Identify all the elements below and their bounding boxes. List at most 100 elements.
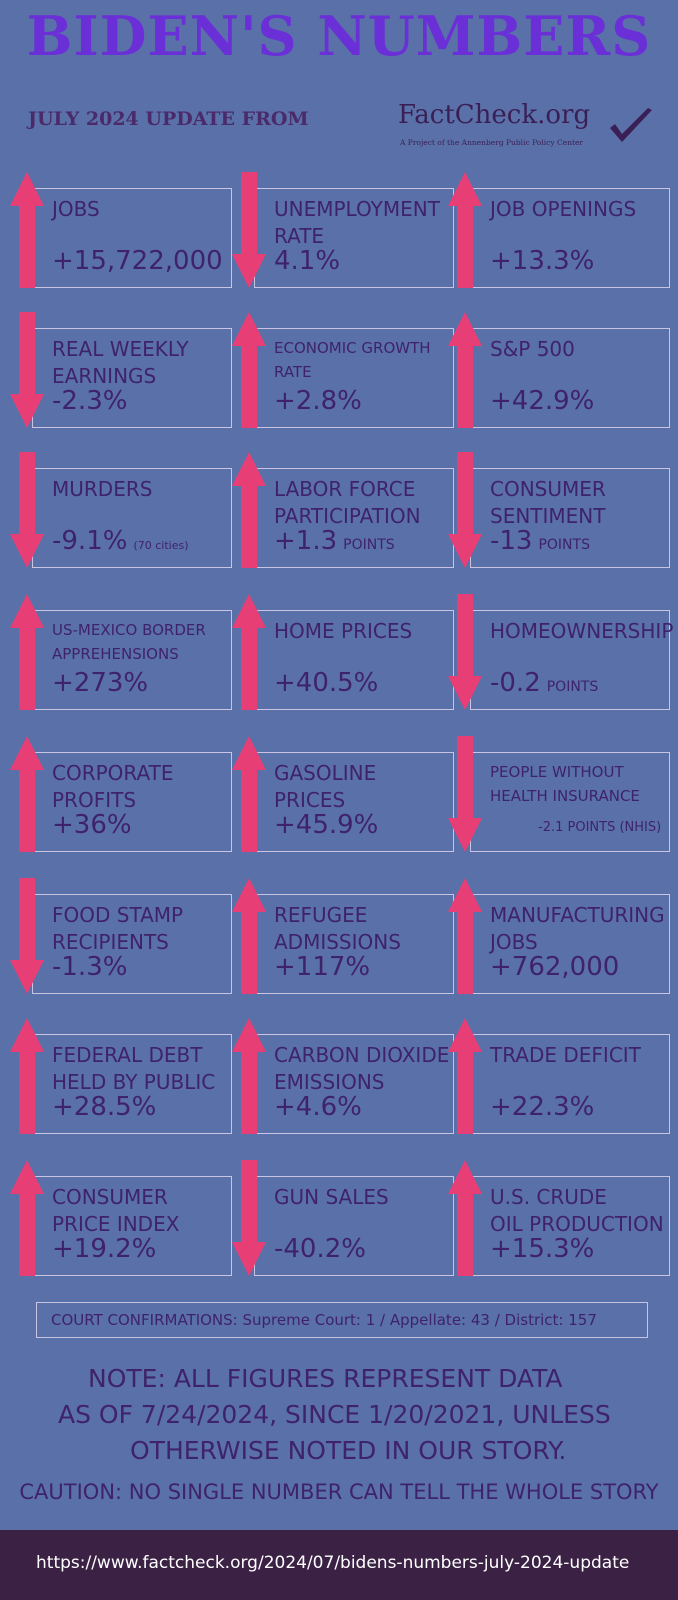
- stat-value: -0.2 POINTS: [490, 668, 598, 698]
- checkmark-icon: [610, 108, 652, 142]
- stat-value: +273%: [52, 668, 148, 698]
- stat-label: TRADE DEFICIT: [490, 1043, 641, 1067]
- stat-value: +4.6%: [274, 1092, 362, 1122]
- footer-bar: https://www.factcheck.org/2024/07/bidens…: [0, 1530, 678, 1600]
- stat-value-number: +15.3%: [490, 1234, 595, 1264]
- stat-value: +42.9%: [490, 386, 594, 416]
- stat-label: U.S. CRUDE OIL PRODUCTION: [490, 1185, 664, 1236]
- stat-value: +19.2%: [52, 1234, 156, 1264]
- stat-value-number: -13: [490, 526, 533, 556]
- stat-value-number: +40.5%: [274, 668, 379, 698]
- stat-value: +2.8%: [274, 386, 362, 416]
- arrow-up-icon: [232, 736, 266, 852]
- stat-value-number: +42.9%: [490, 386, 595, 416]
- factcheck-logo[interactable]: FactCheck.org A Project of the Annenberg…: [398, 100, 658, 160]
- stat-value-number: 4.1%: [274, 246, 341, 276]
- stat-value-number: +36%: [52, 810, 132, 840]
- stat-value: +13.3%: [490, 246, 594, 276]
- stat-value: -2.3%: [52, 386, 127, 416]
- stat-value: -9.1% (70 cities): [52, 526, 189, 556]
- stat-value: -13 POINTS: [490, 526, 590, 556]
- caution-text: CAUTION: NO SINGLE NUMBER CAN TELL THE W…: [19, 1480, 659, 1504]
- note-line-3: OTHERWISE NOTED IN OUR STORY.: [130, 1436, 567, 1465]
- stat-label: CARBON DIOXIDE EMISSIONS: [274, 1043, 450, 1094]
- arrow-down-icon: [232, 172, 266, 288]
- arrow-up-icon: [448, 1018, 482, 1134]
- stat-value-number: -9.1%: [52, 526, 128, 556]
- arrow-down-icon: [448, 452, 482, 568]
- footer-url-link[interactable]: https://www.factcheck.org/2024/07/bidens…: [36, 1553, 630, 1573]
- note-line-2: AS OF 7/24/2024, SINCE 1/20/2021, UNLESS: [58, 1400, 611, 1429]
- stat-label: CORPORATE PROFITS: [52, 761, 174, 812]
- stat-value-number: +117%: [274, 952, 371, 982]
- stat-value-suffix: POINTS: [343, 537, 395, 553]
- logo-text: FactCheck.org: [398, 100, 591, 130]
- arrow-down-icon: [448, 736, 482, 852]
- stat-value-suffix: (70 cities): [133, 539, 189, 552]
- stat-value-number: -0.2: [490, 668, 541, 698]
- stat-value-number: +1.3: [274, 526, 338, 556]
- stat-label: MURDERS: [52, 477, 153, 501]
- stat-label: MANUFACTURING JOBS: [490, 903, 665, 954]
- arrow-up-icon: [232, 312, 266, 428]
- arrow-down-icon: [10, 312, 44, 428]
- stat-value: +1.3 POINTS: [274, 526, 395, 556]
- stat-value: +117%: [274, 952, 370, 982]
- stat-label: S&P 500: [490, 337, 575, 361]
- stat-value: +36%: [52, 810, 132, 840]
- stat-value-number: -2.3%: [52, 386, 128, 416]
- stat-value: -1.3%: [52, 952, 127, 982]
- court-confirmations: COURT CONFIRMATIONS: Supreme Court: 1 / …: [36, 1302, 648, 1338]
- arrow-up-icon: [448, 172, 482, 288]
- stat-label: PEOPLE WITHOUT HEALTH INSURANCE: [490, 763, 640, 805]
- stat-value-number: +273%: [52, 668, 149, 698]
- arrow-up-icon: [10, 736, 44, 852]
- stat-value: 4.1%: [274, 246, 340, 276]
- arrow-up-icon: [10, 1160, 44, 1276]
- arrow-up-icon: [448, 878, 482, 994]
- arrow-up-icon: [232, 452, 266, 568]
- stat-value-number: +19.2%: [52, 1234, 157, 1264]
- stat-label: GUN SALES: [274, 1185, 389, 1209]
- stat-label: FEDERAL DEBT HELD BY PUBLIC: [52, 1043, 216, 1094]
- stat-label: UNEMPLOYMENT RATE: [274, 197, 440, 248]
- page-title: BIDEN'S NUMBERS: [26, 4, 652, 68]
- stat-value: +28.5%: [52, 1092, 156, 1122]
- stat-label: FOOD STAMP RECIPIENTS: [52, 903, 184, 954]
- stat-label: REFUGEE ADMISSIONS: [274, 903, 401, 954]
- stat-value-number: -40.2%: [274, 1234, 366, 1264]
- stat-value-note: -2.1 POINTS (NHIS): [538, 820, 662, 835]
- arrow-down-icon: [232, 1160, 266, 1276]
- stat-label: REAL WEEKLY EARNINGS: [52, 337, 189, 388]
- stat-value-number: +4.6%: [274, 1092, 362, 1122]
- stat-label: US-MEXICO BORDER APPREHENSIONS: [52, 621, 206, 663]
- arrow-down-icon: [10, 452, 44, 568]
- arrow-up-icon: [10, 172, 44, 288]
- stat-label: ECONOMIC GROWTH RATE: [274, 339, 431, 381]
- stat-value: +40.5%: [274, 668, 378, 698]
- stat-value-number: +15,722,000: [52, 246, 223, 276]
- arrow-up-icon: [232, 878, 266, 994]
- arrow-up-icon: [448, 1160, 482, 1276]
- stat-value: +762,000: [490, 952, 619, 982]
- arrow-down-icon: [448, 594, 482, 710]
- arrow-down-icon: [10, 878, 44, 994]
- stat-value-number: +45.9%: [274, 810, 379, 840]
- stat-label: CONSUMER PRICE INDEX: [52, 1185, 180, 1236]
- stat-label: LABOR FORCE PARTICIPATION: [274, 477, 421, 528]
- stat-value: +15.3%: [490, 1234, 594, 1264]
- stat-label: HOMEOWNERSHIP: [490, 619, 674, 643]
- stat-label: CONSUMER SENTIMENT: [490, 477, 606, 528]
- stat-value: +45.9%: [274, 810, 378, 840]
- stat-value-suffix: POINTS: [546, 679, 599, 695]
- arrow-up-icon: [232, 594, 266, 710]
- stat-value: -40.2%: [274, 1234, 366, 1264]
- stat-value-suffix: POINTS: [538, 537, 590, 553]
- stat-label: HOME PRICES: [274, 619, 413, 643]
- note-line-1: NOTE: ALL FIGURES REPRESENT DATA: [88, 1364, 563, 1393]
- stat-label: GASOLINE PRICES: [274, 761, 377, 812]
- arrow-up-icon: [232, 1018, 266, 1134]
- stat-value-number: +22.3%: [490, 1092, 595, 1122]
- arrow-up-icon: [10, 594, 44, 710]
- stat-value-number: +28.5%: [52, 1092, 157, 1122]
